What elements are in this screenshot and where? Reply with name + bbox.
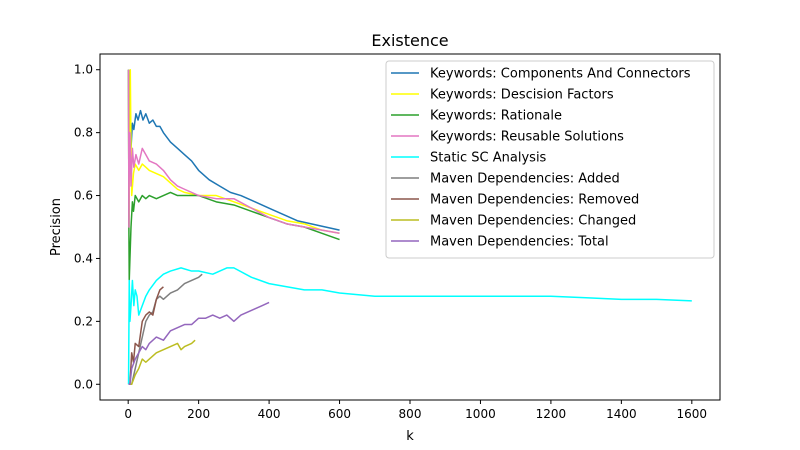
x-tick-label-5: 1000 (465, 407, 496, 421)
y-tick-label-1: 0.2 (74, 314, 93, 328)
legend-box (385, 60, 715, 259)
x-tick-label-1: 200 (187, 407, 210, 421)
y-axis-label: Precision (49, 198, 64, 256)
series-line-1 (127, 68, 340, 235)
series-line-7 (128, 339, 196, 386)
legend-label-7: Maven Dependencies: Changed (430, 214, 636, 229)
y-tick-label-4: 0.8 (74, 126, 93, 140)
legend-label-1: Keywords: Descision Factors (430, 88, 614, 103)
legend-label-3: Keywords: Reusable Solutions (430, 130, 624, 145)
x-tick-label-8: 1600 (677, 407, 708, 421)
legend-label-4: Static SC Analysis (430, 151, 547, 166)
legend-label-6: Maven Dependencies: Removed (430, 193, 639, 208)
y-tick-label-3: 0.6 (74, 189, 93, 203)
y-tick-label-5: 1.0 (74, 63, 93, 77)
y-tick-label-2: 0.4 (74, 251, 93, 265)
x-tick-label-4: 800 (399, 407, 422, 421)
series-line-4 (127, 267, 692, 385)
series-line-3 (127, 69, 340, 235)
x-tick-label-6: 1200 (536, 407, 567, 421)
series-line-6 (128, 286, 164, 386)
legend-label-2: Keywords: Rationale (430, 109, 562, 124)
y-tick-label-0: 0.0 (74, 377, 93, 391)
x-tick-label-2: 400 (258, 407, 281, 421)
chart-title: Existence (371, 31, 448, 50)
legend-label-8: Maven Dependencies: Total (430, 235, 609, 250)
x-tick-label-3: 600 (328, 407, 351, 421)
x-axis-label: k (406, 429, 414, 444)
legend: Keywords: Components And Connectors Keywo… (385, 60, 715, 259)
legend-label-5: Maven Dependencies: Added (430, 172, 620, 187)
x-tick-label-7: 1400 (606, 407, 637, 421)
series-line-0 (127, 69, 340, 231)
plot-frame (99, 53, 721, 401)
legend-label-0: Keywords: Components And Connectors (430, 67, 691, 82)
x-tick-label-0: 0 (124, 407, 132, 421)
series-line-8 (128, 301, 270, 386)
